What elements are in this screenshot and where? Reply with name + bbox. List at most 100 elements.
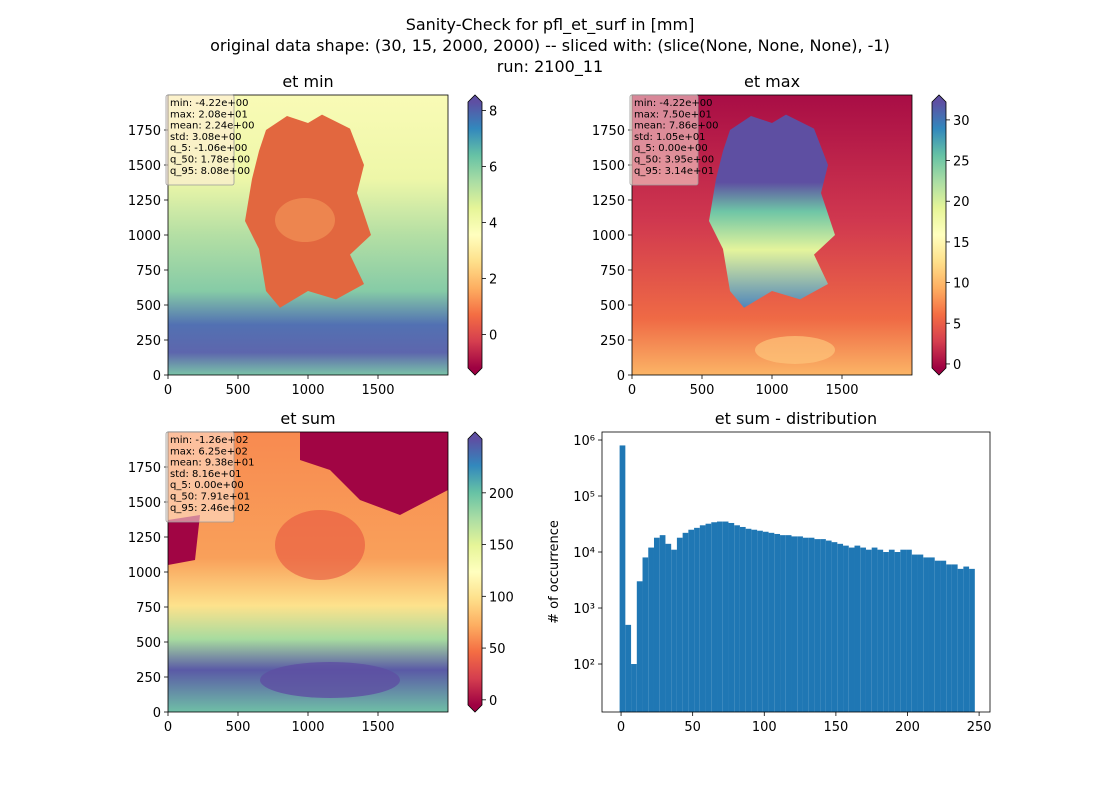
colorbar-tick-label: 200 — [489, 487, 514, 502]
axes-title: et sum - distribution — [715, 409, 877, 428]
colorbar-extend — [468, 95, 482, 102]
y-tick-label: 1000 — [592, 229, 625, 244]
hist-bar — [785, 535, 792, 712]
y-tick-label: 1250 — [128, 531, 161, 546]
y-tick-label: 250 — [136, 671, 161, 686]
hist-bar — [739, 526, 746, 712]
colorbar-extend — [468, 368, 482, 375]
colorbar-extend — [932, 95, 946, 102]
axes-title: et max — [744, 72, 800, 91]
hist-bar — [808, 537, 815, 712]
y-tick-label: 750 — [136, 264, 161, 279]
stats-line: q_50: 3.95e+00 — [634, 155, 714, 166]
y-tick-label: 10⁶ — [573, 434, 595, 449]
y-tick-label: 1250 — [128, 194, 161, 209]
hist-bar — [682, 532, 689, 712]
y-tick-label: 1000 — [128, 566, 161, 581]
stats-line: min: -4.22e+00 — [170, 98, 249, 109]
hist-bar — [911, 554, 918, 712]
colorbar-tick-label: 25 — [953, 155, 970, 170]
stats-line: mean: 7.86e+00 — [634, 121, 718, 132]
stats-line: min: -1.26e+02 — [170, 435, 249, 446]
colorbar — [932, 102, 946, 368]
hist-bar — [625, 624, 632, 712]
hist-bar — [865, 549, 872, 712]
stats-line: max: 2.08e+01 — [170, 109, 248, 120]
hist-bar — [762, 531, 769, 712]
hist-bar — [642, 557, 649, 712]
colorbar-tick-label: 10 — [953, 277, 970, 292]
axes-title: et min — [282, 72, 333, 91]
colorbar-tick-label: 15 — [953, 236, 970, 251]
stats-line: min: -4.22e+00 — [634, 98, 713, 109]
stats-line: std: 8.16e+01 — [170, 469, 242, 480]
colorbar-extend — [468, 432, 482, 439]
hist-bar — [619, 445, 626, 712]
hist-bar — [671, 549, 677, 712]
hist-bar — [877, 549, 884, 712]
x-tick-label: 500 — [226, 383, 251, 398]
hist-bar — [659, 535, 666, 712]
hist-bar — [843, 545, 849, 712]
x-tick-label: 100 — [752, 720, 777, 735]
stats-line: std: 3.08e+00 — [170, 132, 242, 143]
hist-bar — [923, 557, 929, 712]
colorbar-tick-label: 0 — [489, 694, 497, 709]
colorbar-tick-label: 5 — [953, 317, 961, 332]
y-tick-label: 0 — [153, 706, 161, 721]
colorbar-tick-label: 20 — [953, 195, 970, 210]
hist-bar — [883, 552, 889, 712]
colorbar-tick-label: 0 — [489, 328, 497, 343]
hist-bar — [653, 537, 660, 712]
hist-bar — [705, 523, 712, 712]
y-tick-label: 1750 — [128, 124, 161, 139]
stats-line: mean: 9.38e+01 — [170, 458, 254, 469]
colorbar-tick-label: 8 — [489, 104, 497, 119]
y-axis-label: # of occurrence — [547, 520, 562, 624]
axes-frame — [601, 431, 991, 713]
y-tick-label: 250 — [600, 334, 625, 349]
y-tick-label: 1500 — [592, 159, 625, 174]
hist-bar — [906, 549, 912, 712]
colorbar-tick-label: 2 — [489, 272, 497, 287]
colorbar-frame — [467, 94, 483, 376]
stats-line: mean: 2.24e+00 — [170, 121, 254, 132]
stats-line: std: 1.05e+01 — [634, 132, 706, 143]
hist-bar — [774, 533, 781, 712]
y-tick-label: 10² — [573, 658, 595, 673]
colorbar-tick-label: 4 — [489, 216, 497, 231]
colorbar-tick-label: 100 — [489, 590, 514, 605]
x-tick-label: 200 — [895, 720, 920, 735]
y-tick-label: 1750 — [592, 124, 625, 139]
hist-bar — [860, 547, 866, 712]
hist-bar — [797, 536, 803, 712]
stats-line: q_95: 3.14e+01 — [634, 166, 714, 177]
stats-box — [165, 94, 235, 186]
colorbar — [468, 439, 482, 705]
y-tick-label: 1000 — [128, 229, 161, 244]
hist-bar — [831, 542, 838, 712]
hist-bar — [848, 547, 855, 712]
hist-bar — [699, 525, 706, 712]
y-tick-label: 1250 — [592, 194, 625, 209]
colorbar-extend — [932, 368, 946, 375]
hist-bar — [757, 530, 763, 712]
y-tick-label: 750 — [136, 601, 161, 616]
colorbar-tick-label: 0 — [953, 358, 961, 373]
colorbar — [468, 102, 482, 368]
x-tick-label: 0 — [617, 720, 625, 735]
y-tick-label: 0 — [153, 369, 161, 384]
x-tick-label: 0 — [628, 383, 636, 398]
axes-title: et sum — [280, 409, 335, 428]
x-tick-label: 1500 — [361, 720, 394, 735]
y-tick-label: 10³ — [573, 602, 595, 617]
colorbar-tick-label: 6 — [489, 160, 497, 175]
x-tick-label: 150 — [823, 720, 848, 735]
hist-bar — [963, 566, 970, 712]
colorbar-frame — [467, 431, 483, 713]
hist-bar — [717, 521, 723, 712]
x-tick-label: 1000 — [755, 383, 788, 398]
hist-bar — [791, 536, 798, 712]
suptitle: original data shape: (30, 15, 2000, 2000… — [210, 36, 890, 55]
